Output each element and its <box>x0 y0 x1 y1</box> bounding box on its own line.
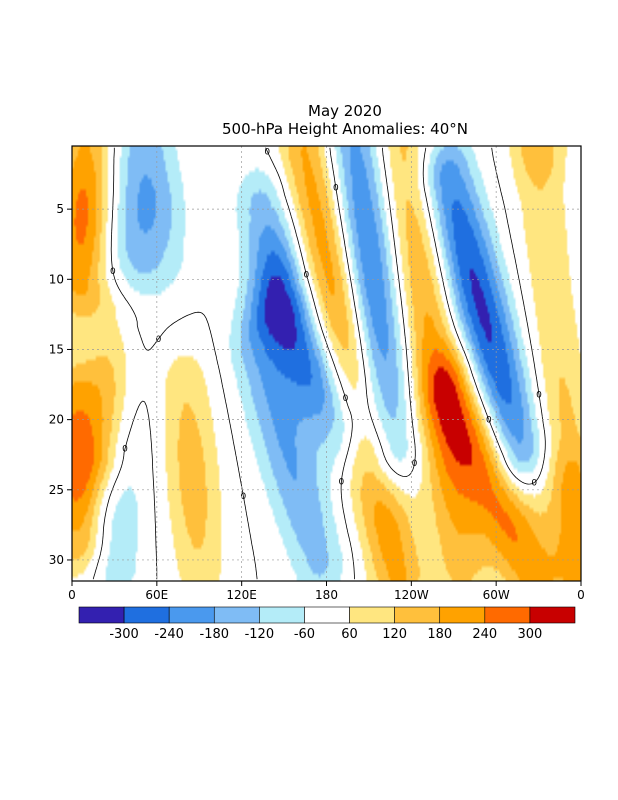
zero-contour <box>92 147 546 580</box>
colorbar-swatch <box>213 606 260 624</box>
colorbar-label: -180 <box>200 627 230 642</box>
contour-label: 0 <box>486 416 492 426</box>
contour-label: 0 <box>536 390 542 400</box>
y-tick-label: 20 <box>49 413 64 427</box>
colorbar-swatch <box>349 606 395 624</box>
y-tick-label: 5 <box>56 202 64 216</box>
contour-label: 0 <box>333 184 339 194</box>
colorbar-label: 120 <box>382 627 407 642</box>
y-tick-label: 15 <box>49 342 64 356</box>
x-tick-label: 120W <box>394 588 429 602</box>
anomaly-shading <box>72 146 581 581</box>
y-tick-label: 10 <box>49 272 64 286</box>
colorbar-label: 60 <box>341 627 358 642</box>
x-tick-label: 60W <box>483 588 510 602</box>
y-tick-label: 25 <box>49 483 64 497</box>
colorbar-swatch <box>529 606 576 624</box>
chart-title: May 2020 <box>308 102 382 120</box>
y-tick-label: 30 <box>49 553 64 567</box>
chart-subtitle: 500-hPa Height Anomalies: 40°N <box>222 120 468 138</box>
x-tick-label: 0 <box>577 588 585 602</box>
contour-label: 0 <box>339 478 345 488</box>
colorbar-swatch <box>394 606 441 624</box>
colorbar-swatch <box>78 606 125 624</box>
colorbar-label: -60 <box>294 627 315 642</box>
plot-area: 0 0 0 0 0 0 0 0 0 0 0 0 0 <box>72 146 581 581</box>
contour-label: 0 <box>240 492 246 502</box>
colorbar-label: 180 <box>427 627 452 642</box>
x-tick-label: 180 <box>315 588 338 602</box>
contour-label: 0 <box>531 479 537 489</box>
colorbar-swatch <box>484 606 531 624</box>
axes: 0 60E 120E 180 120W 60W 0 5 10 15 20 25 30 <box>49 145 585 602</box>
colorbar-label: -240 <box>154 627 184 642</box>
colorbar-label: -300 <box>109 627 139 642</box>
colorbar-label: -120 <box>245 627 275 642</box>
colorbar-swatch <box>439 606 486 624</box>
contour-label: 0 <box>122 445 128 455</box>
colorbar: -300 -240 -180 -120 -60 60 120 180 240 300 <box>78 606 576 642</box>
x-tick-label: 0 <box>68 588 76 602</box>
colorbar-swatch <box>259 606 305 624</box>
colorbar-label: 240 <box>472 627 497 642</box>
x-tick-label: 120E <box>226 588 257 602</box>
colorbar-label: 300 <box>517 627 542 642</box>
colorbar-swatch <box>304 606 350 624</box>
contour-label: 0 <box>304 271 310 281</box>
contour-label: 0 <box>412 459 418 469</box>
contour-label: 0 <box>156 335 162 345</box>
contour-label: 0 <box>343 394 349 404</box>
colorbar-swatch <box>168 606 215 624</box>
contour-label: 0 <box>110 267 116 277</box>
x-tick-label: 60E <box>145 588 168 602</box>
colorbar-swatch <box>123 606 170 624</box>
contour-label: 0 <box>264 147 270 157</box>
